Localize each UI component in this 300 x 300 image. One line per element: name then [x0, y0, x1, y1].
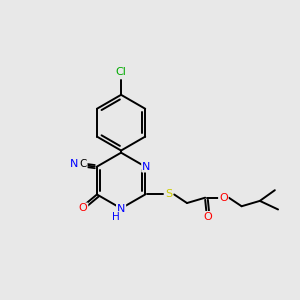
Text: O: O [79, 203, 87, 213]
Text: Cl: Cl [116, 67, 127, 77]
Text: O: O [219, 193, 228, 203]
Text: C: C [79, 160, 87, 170]
Text: O: O [203, 212, 212, 222]
Text: N: N [142, 162, 151, 172]
Text: S: S [165, 190, 172, 200]
Text: N: N [70, 160, 79, 170]
Text: N: N [117, 205, 125, 214]
Text: H: H [112, 212, 120, 222]
